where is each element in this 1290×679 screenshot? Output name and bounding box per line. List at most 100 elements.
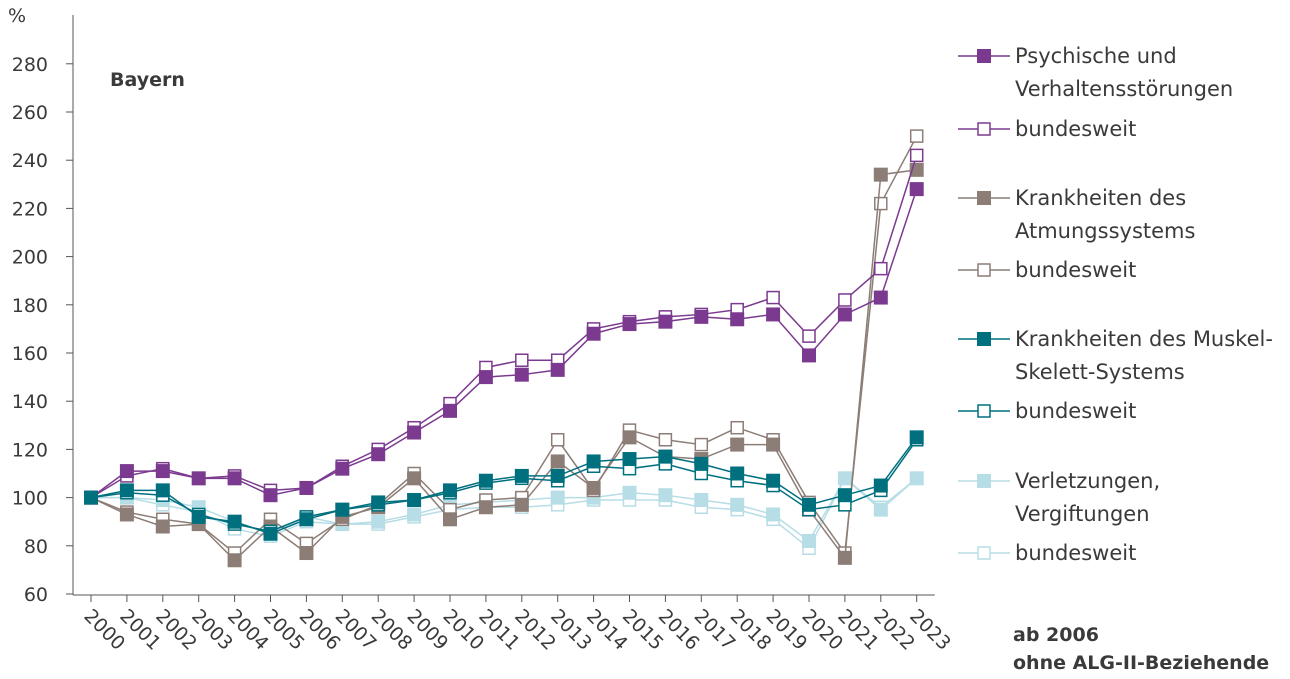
data-point bbox=[658, 314, 673, 329]
data-point bbox=[586, 480, 601, 495]
data-point bbox=[838, 293, 852, 307]
y-tick-label: 220 bbox=[12, 198, 48, 220]
data-point bbox=[766, 473, 781, 488]
data-point bbox=[909, 148, 924, 163]
series-line bbox=[90, 155, 918, 499]
x-tick-label: 2003 bbox=[187, 605, 237, 655]
y-tick-label: 260 bbox=[12, 102, 48, 124]
data-point bbox=[874, 196, 888, 211]
data-point bbox=[622, 317, 637, 332]
data-point bbox=[909, 182, 924, 197]
data-point bbox=[407, 493, 422, 508]
data-point bbox=[873, 478, 888, 493]
legend-item: bundesweit bbox=[958, 399, 1136, 423]
y-tick-label: 140 bbox=[12, 391, 48, 413]
series-line bbox=[90, 135, 918, 556]
plot-area bbox=[84, 129, 924, 568]
series-0 bbox=[84, 182, 924, 505]
data-point bbox=[155, 519, 170, 534]
data-point bbox=[443, 403, 457, 418]
data-point bbox=[730, 466, 745, 481]
data-point bbox=[837, 471, 852, 486]
y-tick-label: 120 bbox=[12, 439, 48, 461]
series-7 bbox=[84, 471, 924, 555]
data-point bbox=[622, 452, 637, 467]
data-point bbox=[371, 514, 386, 529]
data-point bbox=[586, 326, 601, 341]
note-line-2: ohne ALG-II-Beziehende bbox=[1013, 652, 1269, 674]
legend-item: Verletzungen, Vergiftungen bbox=[958, 469, 1160, 526]
data-point bbox=[766, 437, 781, 452]
legend-label: Krankheiten des Muskel- bbox=[1015, 327, 1273, 351]
data-point bbox=[155, 464, 170, 479]
legend-item: Krankheiten des Muskel- Skelett-Systems bbox=[958, 327, 1273, 384]
note-line-1: ab 2006 bbox=[1013, 624, 1099, 646]
legend-label: Psychische und bbox=[1015, 44, 1177, 68]
series-line bbox=[90, 436, 918, 535]
x-tick-label: 2010 bbox=[438, 605, 488, 655]
legend: Psychische und Verhaltensstörungen bundesw… bbox=[958, 44, 1273, 565]
data-point bbox=[155, 483, 170, 498]
x-tick-label: 2004 bbox=[223, 605, 273, 655]
x-tick-label: 2018 bbox=[726, 605, 776, 655]
series-4 bbox=[84, 430, 924, 541]
x-tick-label: 2007 bbox=[331, 605, 381, 655]
data-point bbox=[407, 425, 422, 440]
data-point bbox=[802, 348, 816, 363]
legend-marker bbox=[977, 263, 991, 277]
data-point bbox=[443, 483, 457, 498]
data-point bbox=[730, 437, 745, 452]
series-2 bbox=[84, 162, 924, 568]
data-point bbox=[227, 471, 242, 486]
data-point bbox=[478, 500, 493, 515]
data-point bbox=[478, 370, 493, 385]
data-point bbox=[335, 502, 350, 517]
data-point bbox=[658, 433, 673, 447]
data-point bbox=[407, 507, 422, 522]
x-tick-label: 2023 bbox=[905, 605, 955, 655]
data-point bbox=[514, 468, 529, 483]
legend-item: bundesweit bbox=[958, 117, 1136, 141]
x-tick-label: 2016 bbox=[654, 605, 704, 655]
data-point bbox=[802, 329, 816, 343]
region-label: Bayern bbox=[110, 69, 185, 91]
data-point bbox=[550, 362, 565, 377]
data-point bbox=[622, 430, 637, 445]
x-axis-ticks: 2000200120022003200420052006200720082009… bbox=[79, 595, 955, 655]
series-line bbox=[91, 477, 918, 543]
data-point bbox=[550, 433, 565, 447]
data-point bbox=[119, 507, 134, 522]
data-point bbox=[299, 546, 314, 561]
legend-label: Verletzungen, bbox=[1015, 469, 1160, 493]
data-point bbox=[694, 309, 709, 324]
x-tick-label: 2013 bbox=[546, 605, 596, 655]
data-point bbox=[191, 509, 206, 524]
data-point bbox=[586, 454, 601, 469]
x-tick-label: 2015 bbox=[618, 605, 668, 655]
legend-marker bbox=[977, 49, 991, 63]
data-point bbox=[371, 495, 386, 510]
y-tick-label: 280 bbox=[12, 54, 48, 76]
data-point bbox=[766, 307, 781, 322]
data-point bbox=[550, 490, 565, 505]
data-point bbox=[766, 290, 780, 305]
data-point bbox=[837, 307, 852, 322]
data-point bbox=[263, 488, 278, 503]
x-tick-label: 2009 bbox=[403, 605, 453, 655]
legend-label: bundesweit bbox=[1015, 541, 1136, 565]
data-point bbox=[550, 454, 565, 469]
data-point bbox=[873, 502, 888, 517]
data-point bbox=[335, 461, 350, 476]
data-point bbox=[263, 526, 278, 541]
data-point bbox=[84, 490, 98, 505]
legend-item: Krankheiten des Atmungssystems bbox=[958, 186, 1195, 243]
x-tick-label: 2002 bbox=[151, 605, 201, 655]
legend-marker bbox=[977, 546, 991, 560]
data-point bbox=[837, 488, 852, 503]
legend-marker bbox=[977, 122, 991, 136]
data-point bbox=[515, 353, 529, 367]
data-point bbox=[407, 471, 422, 486]
data-point bbox=[191, 471, 206, 486]
data-point bbox=[730, 420, 744, 435]
data-point bbox=[443, 512, 457, 527]
